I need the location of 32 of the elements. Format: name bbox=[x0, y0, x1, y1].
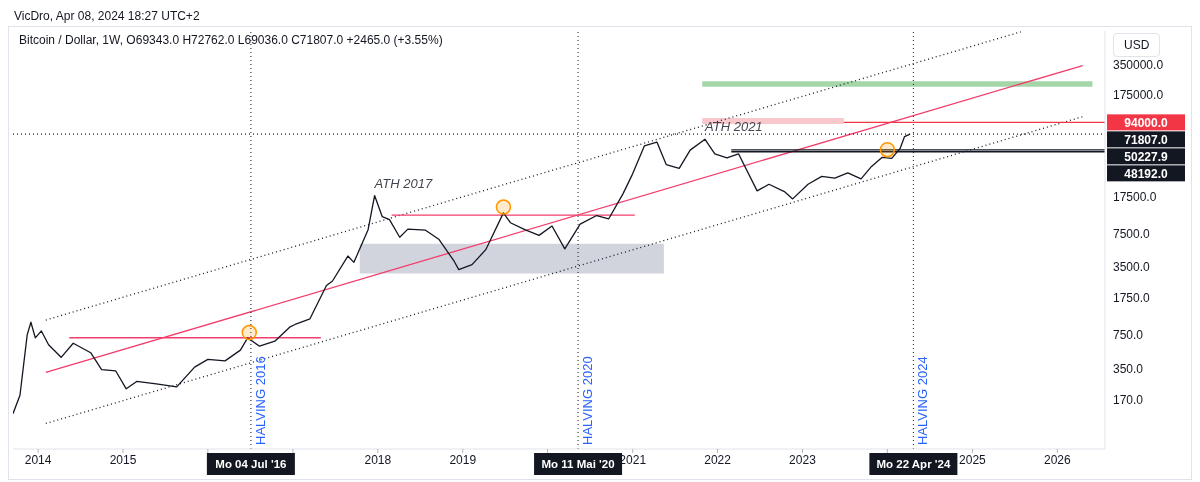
ref-line-label: Mo 04 Jul '16 bbox=[215, 458, 287, 470]
y-tick-label: 7500.0 bbox=[1113, 226, 1151, 241]
x-tick-label: 2014 bbox=[24, 452, 52, 467]
y-axis-title: USD bbox=[1113, 33, 1161, 57]
y-tick-label: 350.0 bbox=[1113, 361, 1144, 376]
annotation: HALVING 2020 bbox=[580, 356, 596, 445]
y-tick-label: 3500.0 bbox=[1113, 260, 1151, 275]
data-label: 48192.0 bbox=[1124, 166, 1169, 181]
x-tick-label: 2022 bbox=[704, 452, 732, 467]
y-tick-label: 350000.0 bbox=[1113, 57, 1164, 72]
data-label: 71807.0 bbox=[1124, 132, 1169, 147]
ref-line-label: Mo 22 Apr '24 bbox=[876, 458, 951, 470]
annotation: ATH 2017 bbox=[373, 175, 433, 191]
y-tick-label: 175000.0 bbox=[1113, 88, 1164, 103]
annotation: HALVING 2016 bbox=[252, 356, 268, 445]
chart-subtitle: VicDro, Apr 08, 2024 18:27 UTC+2 bbox=[13, 8, 201, 25]
ref-line-label: Mo 11 Mai '20 bbox=[541, 458, 615, 470]
data-label: 50227.9 bbox=[1124, 149, 1169, 164]
annotation: ATH 2021 bbox=[704, 119, 763, 135]
chart-title: Bitcoin / Dollar, 1W, O69343.0 H72762.0 L69036.0 C71807.0 +2465.0 (+3.55%) bbox=[19, 33, 443, 47]
y-tick-label: 750.0 bbox=[1113, 328, 1144, 343]
x-tick-label: 2026 bbox=[1043, 452, 1071, 467]
annotation: HALVING 2024 bbox=[915, 356, 931, 445]
x-tick-label: 2019 bbox=[449, 452, 477, 467]
x-tick-label: 2023 bbox=[789, 452, 817, 467]
x-tick-label: 2018 bbox=[364, 452, 392, 467]
x-tick-label: 2015 bbox=[109, 452, 137, 467]
x-tick-label: 2025 bbox=[959, 452, 987, 467]
y-tick-label: 170.0 bbox=[1113, 393, 1144, 408]
data-label: 94000.0 bbox=[1124, 115, 1169, 130]
y-tick-label: 1750.0 bbox=[1113, 290, 1151, 305]
y-tick-label: 17500.0 bbox=[1113, 189, 1157, 204]
